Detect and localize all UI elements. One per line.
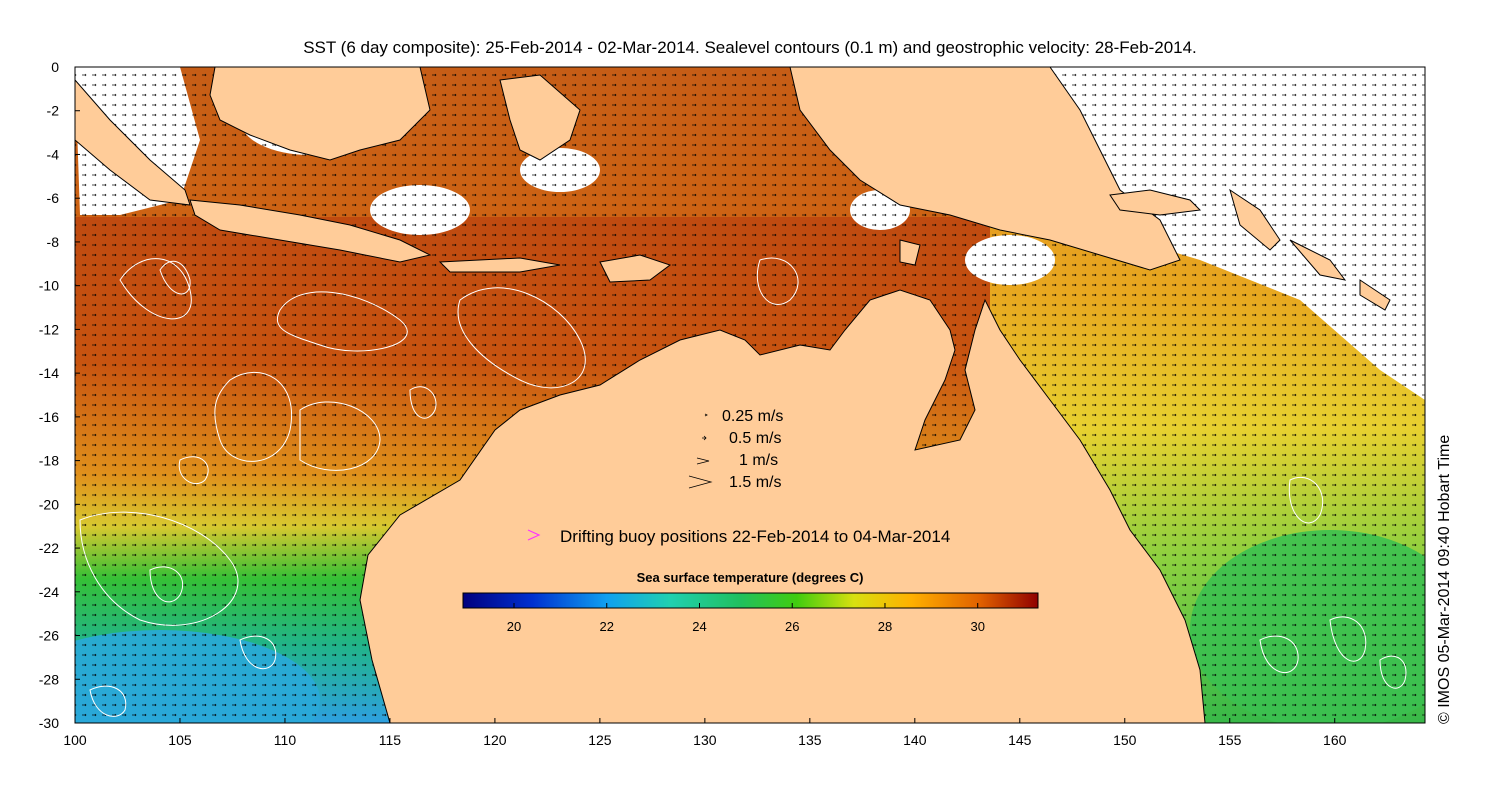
velocity-legend-item-2: 0.5 m/s	[702, 430, 781, 447]
x-tick-label: 160	[1323, 732, 1347, 748]
y-tick-label: -20	[39, 496, 59, 512]
velocity-legend-item-4: 1.5 m/s	[688, 474, 781, 491]
y-tick-label: -16	[39, 409, 59, 425]
buoy-legend-label: Drifting buoy positions 22-Feb-2014 to 0…	[560, 527, 950, 546]
timor-island	[599, 254, 672, 283]
velocity-legend-label: 1 m/s	[739, 452, 778, 469]
x-tick-label: 150	[1113, 732, 1137, 748]
x-tick-label: 120	[483, 732, 507, 748]
x-tick-label: 140	[903, 732, 927, 748]
y-tick-label: -26	[39, 628, 59, 644]
sumatra-coast	[75, 79, 191, 206]
velocity-arrow-icon	[696, 457, 710, 465]
new-guinea-island	[789, 67, 1181, 271]
velocity-legend-item-1: 0.25 m/s	[704, 408, 783, 425]
x-tick-label: 155	[1218, 732, 1242, 748]
australia-landmass	[359, 289, 1206, 723]
land	[75, 67, 1391, 723]
buoy-marker-icon	[527, 529, 541, 541]
flores-island	[438, 257, 561, 273]
aru-islands	[899, 239, 921, 266]
x-tick-label: 145	[1008, 732, 1032, 748]
y-tick-label: -4	[47, 146, 60, 162]
sulawesi-island	[499, 74, 581, 161]
velocity-legend: 0.25 m/s 0.5 m/s 1 m/s 1.5 m/s	[688, 408, 783, 491]
x-tick-label: 100	[63, 732, 87, 748]
x-axis: 100 105 110 115 120 125 130 135 140 145 150 155 160	[63, 718, 1347, 748]
sealevel-contours	[79, 257, 1407, 717]
velocity-arrow-icon	[688, 475, 713, 489]
colorbar-tick-label: 22	[600, 619, 614, 634]
y-tick-label: -22	[39, 540, 59, 556]
x-tick-label: 110	[274, 732, 297, 748]
y-tick-label: -30	[39, 715, 59, 731]
x-tick-label: 135	[798, 732, 822, 748]
velocity-arrow-icon	[704, 413, 708, 417]
velocity-arrow-icon	[702, 435, 707, 441]
map-title: SST (6 day composite): 25-Feb-2014 - 02-…	[303, 38, 1197, 57]
x-tick-label: 105	[168, 732, 192, 748]
y-tick-label: 0	[51, 59, 59, 75]
java-island	[189, 199, 432, 263]
y-tick-label: -24	[39, 584, 59, 600]
borneo-island	[209, 67, 431, 161]
credit-line: © IMOS 05-Mar-2014 09:40 Hobart Time	[1436, 434, 1453, 724]
y-axis: 0 -2 -4 -6 -8 -10 -12 -14 -16 -18 -20 -22 -24 -26 -28 -…	[39, 59, 80, 731]
y-tick-label: -14	[39, 365, 59, 381]
colorbar-ticks: 20 22 24 26 28 30	[507, 603, 985, 634]
solomon-islands-2	[1289, 239, 1347, 281]
buoy-legend: Drifting buoy positions 22-Feb-2014 to 0…	[527, 527, 950, 546]
solomon-islands-3	[1359, 279, 1391, 311]
colorbar-tick-label: 24	[692, 619, 706, 634]
velocity-legend-label: 0.25 m/s	[722, 408, 783, 425]
colorbar-tick-label: 28	[878, 619, 892, 634]
velocity-legend-label: 1.5 m/s	[729, 474, 781, 491]
velocity-legend-label: 0.5 m/s	[729, 430, 781, 447]
colorbar-tick-label: 30	[970, 619, 984, 634]
colorbar: Sea surface temperature (degrees C) 20 22…	[462, 570, 1039, 634]
velocity-legend-item-3: 1 m/s	[696, 452, 778, 469]
y-tick-label: -10	[39, 278, 59, 294]
y-tick-label: -12	[39, 321, 59, 337]
colorbar-tick-label: 26	[785, 619, 799, 634]
y-tick-label: -28	[39, 671, 59, 687]
x-tick-label: 125	[588, 732, 612, 748]
colorbar-tick-label: 20	[507, 619, 521, 634]
new-britain-island	[1109, 189, 1202, 216]
y-tick-label: -2	[47, 103, 60, 119]
colorbar-title: Sea surface temperature (degrees C)	[637, 570, 864, 585]
y-tick-label: -8	[47, 234, 60, 250]
y-tick-label: -18	[39, 453, 59, 469]
solomon-islands	[1229, 188, 1281, 251]
x-tick-label: 130	[693, 732, 717, 748]
y-tick-label: -6	[47, 190, 60, 206]
x-tick-label: 115	[379, 732, 402, 748]
plot-frame	[74, 66, 1426, 724]
colorbar-gradient	[462, 592, 1039, 609]
